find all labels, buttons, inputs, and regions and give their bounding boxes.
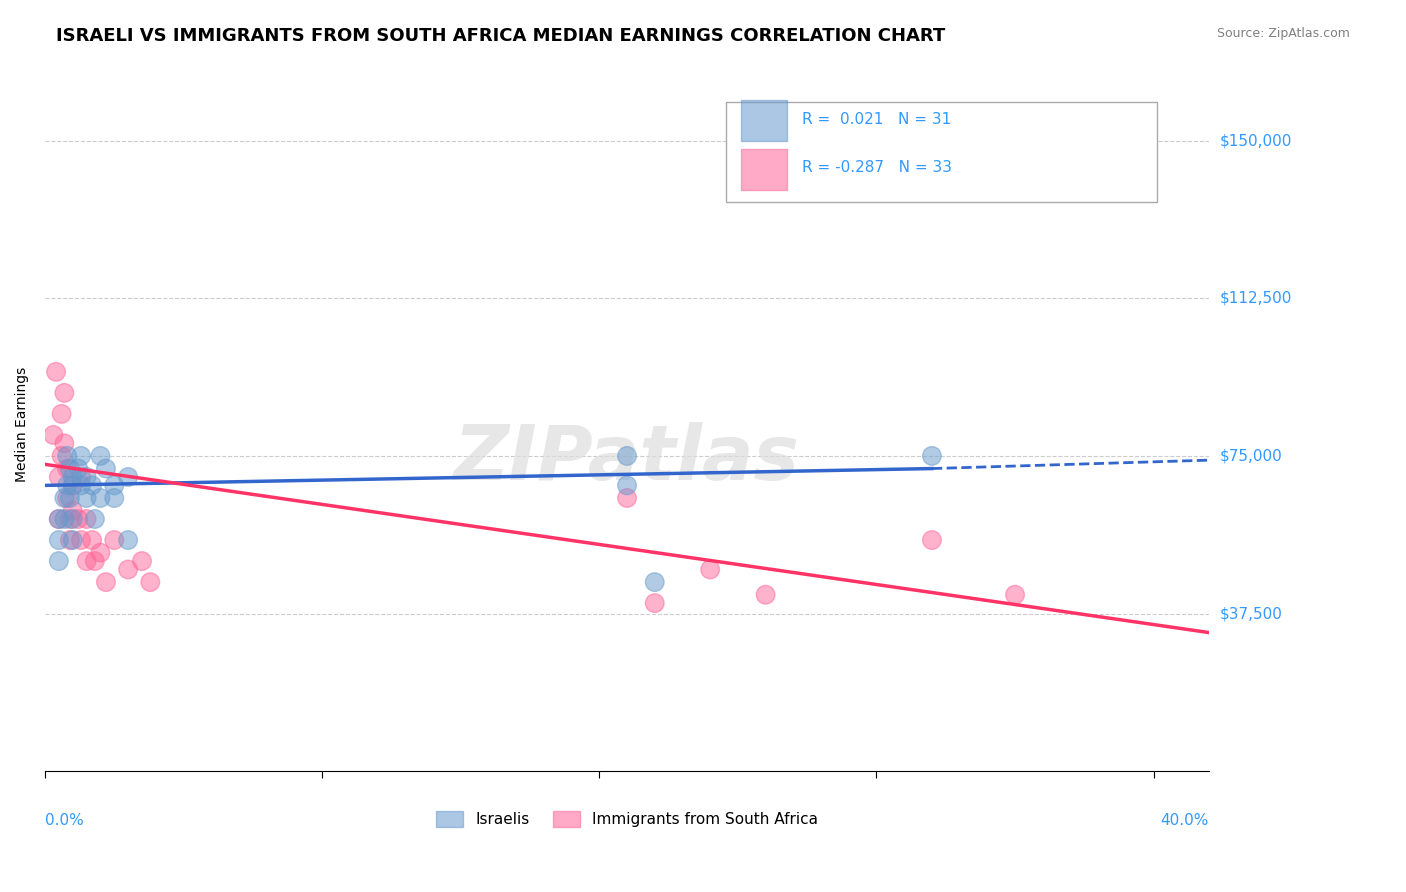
Text: ISRAELI VS IMMIGRANTS FROM SOUTH AFRICA MEDIAN EARNINGS CORRELATION CHART: ISRAELI VS IMMIGRANTS FROM SOUTH AFRICA …	[56, 27, 945, 45]
Point	[56, 461, 79, 475]
Point	[48, 512, 70, 526]
Point	[56, 449, 79, 463]
Point	[59, 461, 82, 475]
Point	[1004, 588, 1026, 602]
Point	[62, 478, 84, 492]
Point	[921, 533, 943, 547]
Point	[616, 478, 638, 492]
Point	[59, 512, 82, 526]
Point	[103, 491, 125, 505]
Text: ZIPatlas: ZIPatlas	[454, 422, 800, 496]
Point	[117, 533, 139, 547]
Point	[103, 533, 125, 547]
Point	[89, 449, 111, 463]
Point	[89, 491, 111, 505]
Point	[53, 385, 76, 400]
Point	[48, 533, 70, 547]
Text: $75,000: $75,000	[1220, 449, 1282, 464]
Point	[56, 478, 79, 492]
Text: R = -0.287   N = 33: R = -0.287 N = 33	[801, 161, 952, 175]
FancyBboxPatch shape	[741, 149, 786, 190]
Point	[62, 533, 84, 547]
Point	[755, 588, 778, 602]
Text: Source: ZipAtlas.com: Source: ZipAtlas.com	[1216, 27, 1350, 40]
Point	[94, 461, 117, 475]
Point	[103, 478, 125, 492]
Point	[131, 554, 153, 568]
Point	[76, 470, 98, 484]
Point	[76, 512, 98, 526]
Point	[51, 449, 73, 463]
Point	[76, 491, 98, 505]
Point	[45, 365, 67, 379]
Point	[42, 428, 65, 442]
Text: 0.0%: 0.0%	[45, 813, 84, 828]
FancyBboxPatch shape	[741, 100, 786, 141]
Point	[51, 407, 73, 421]
Point	[616, 449, 638, 463]
Point	[67, 512, 90, 526]
Point	[62, 470, 84, 484]
Point	[53, 491, 76, 505]
FancyBboxPatch shape	[725, 102, 1157, 202]
Point	[699, 562, 721, 576]
Point	[70, 478, 93, 492]
Text: 40.0%: 40.0%	[1161, 813, 1209, 828]
Text: $150,000: $150,000	[1220, 133, 1292, 148]
Point	[80, 533, 103, 547]
Text: $37,500: $37,500	[1220, 607, 1284, 621]
Point	[59, 491, 82, 505]
Point	[48, 554, 70, 568]
Y-axis label: Median Earnings: Median Earnings	[15, 367, 30, 482]
Point	[48, 470, 70, 484]
Point	[70, 449, 93, 463]
Point	[70, 470, 93, 484]
Point	[62, 512, 84, 526]
Point	[644, 596, 666, 610]
Point	[117, 470, 139, 484]
Point	[644, 575, 666, 590]
Point	[94, 575, 117, 590]
Point	[53, 436, 76, 450]
Point	[70, 533, 93, 547]
Point	[62, 478, 84, 492]
Point	[67, 461, 90, 475]
Point	[48, 512, 70, 526]
Point	[83, 512, 105, 526]
Point	[56, 491, 79, 505]
Text: R =  0.021   N = 31: R = 0.021 N = 31	[801, 112, 950, 127]
Point	[59, 533, 82, 547]
Legend: Israelis, Immigrants from South Africa: Israelis, Immigrants from South Africa	[430, 805, 824, 833]
Point	[616, 491, 638, 505]
Point	[83, 554, 105, 568]
Point	[139, 575, 162, 590]
Text: $112,500: $112,500	[1220, 291, 1292, 306]
Point	[53, 512, 76, 526]
Point	[76, 554, 98, 568]
Point	[117, 562, 139, 576]
Point	[89, 546, 111, 560]
Point	[80, 478, 103, 492]
Point	[921, 449, 943, 463]
Point	[62, 503, 84, 517]
